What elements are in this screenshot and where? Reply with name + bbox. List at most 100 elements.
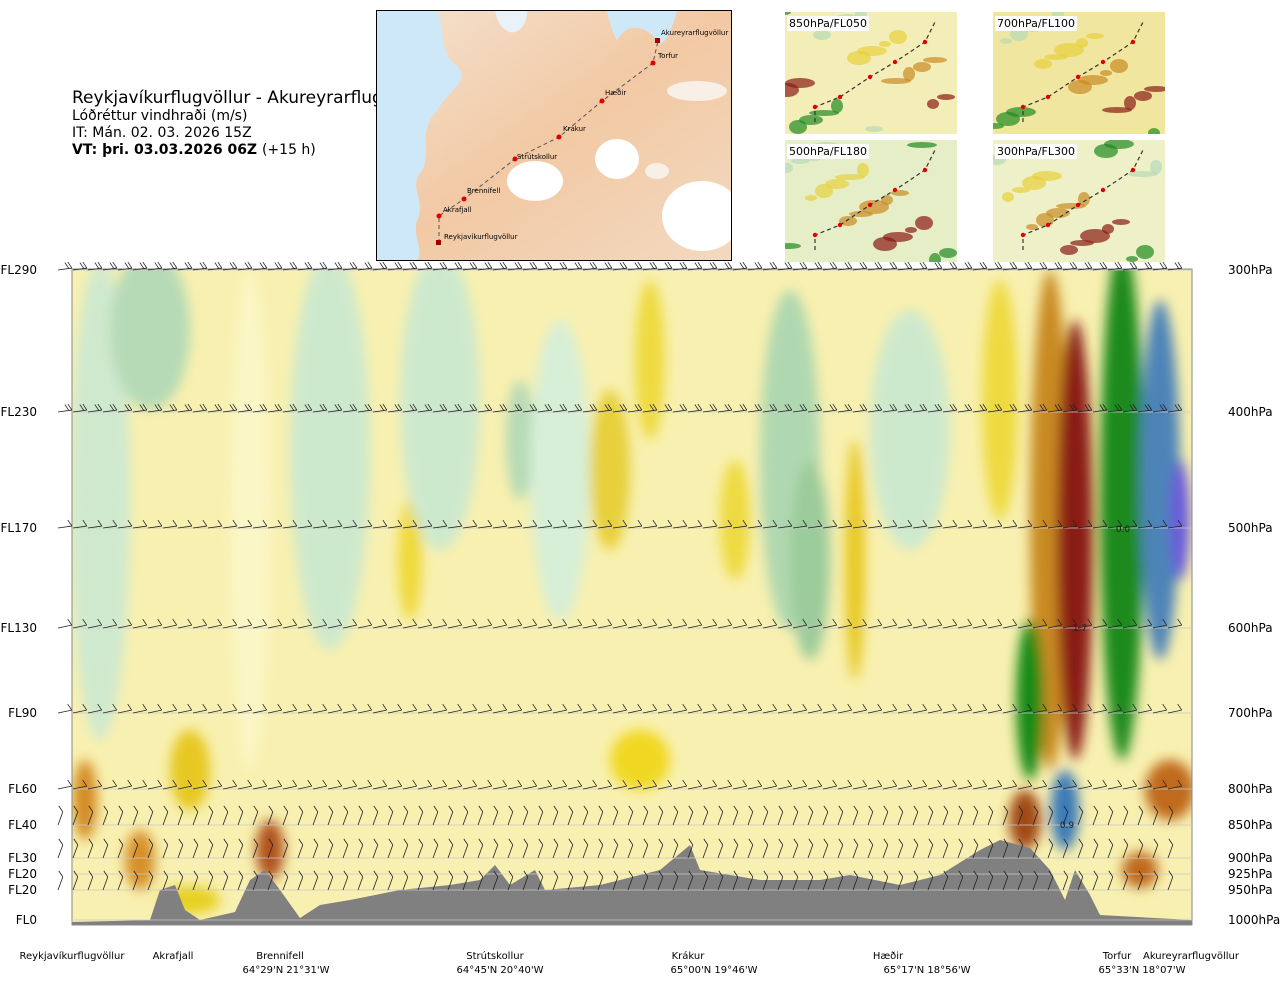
wind-barb [147, 618, 163, 629]
wind-barb [717, 870, 724, 891]
field-blob [110, 269, 190, 410]
wind-barb [567, 838, 574, 859]
wind-barb [612, 703, 628, 714]
inset-blob [1110, 59, 1128, 73]
wind-barb [1167, 779, 1183, 790]
wind-barb [282, 403, 298, 413]
wind-barb [117, 870, 124, 891]
y-right-label: 925hPa [1228, 867, 1273, 881]
wind-barb [1077, 403, 1093, 413]
wind-barb [927, 838, 934, 859]
wind-barb [882, 703, 898, 714]
wind-barb [507, 805, 514, 826]
wind-barb [102, 779, 118, 790]
wind-barb [177, 779, 193, 790]
lead-time: (+15 h) [261, 142, 316, 158]
wind-barb [972, 805, 979, 826]
wind-barb [807, 779, 823, 790]
wind-barb [597, 838, 604, 859]
wind-barb [267, 870, 274, 891]
wind-barb [222, 618, 238, 629]
wind-barb [372, 870, 379, 891]
x-coord-label: 65°00'N 19°46'W [671, 965, 758, 976]
wind-barb [1032, 519, 1048, 529]
wind-barb [657, 779, 673, 790]
wind-barb [582, 703, 598, 714]
field-blob [1140, 300, 1180, 660]
wind-barb [912, 779, 928, 790]
inset-blob [1126, 256, 1138, 262]
wind-barb [282, 261, 298, 271]
wind-barb [1017, 870, 1024, 891]
wind-barb [777, 805, 784, 826]
wind-barb [357, 519, 373, 529]
wind-barb [372, 519, 388, 529]
wind-barb [822, 519, 838, 529]
wind-barb [342, 870, 349, 891]
wind-barb [822, 403, 838, 413]
wind-barb [732, 703, 748, 714]
wind-barb [717, 618, 733, 629]
wind-barb [762, 618, 778, 629]
wind-barb [552, 703, 568, 714]
wind-barb [642, 779, 658, 790]
y-right-label: 400hPa [1228, 405, 1273, 419]
inset-blob [813, 30, 831, 40]
field-blob [398, 500, 422, 620]
wind-barb [897, 519, 913, 529]
inset-station [1130, 167, 1136, 173]
y-left-label: FL90 [8, 706, 37, 720]
wind-barb [1137, 519, 1153, 529]
wind-barb [102, 261, 118, 271]
wind-barb [897, 618, 913, 629]
wind-barb [777, 703, 793, 714]
wind-barb [837, 703, 853, 714]
inset-blob [929, 253, 941, 262]
field-blob [530, 320, 590, 620]
inset-blob [1136, 245, 1154, 259]
wind-barb [1032, 838, 1039, 859]
wind-barb [72, 519, 88, 529]
wind-barb [357, 838, 364, 859]
wind-barb [447, 870, 454, 891]
wind-barb [162, 403, 178, 413]
wind-barb [732, 403, 748, 413]
wind-barb [402, 805, 409, 826]
wind-barb [282, 519, 298, 529]
wind-barb [447, 618, 463, 629]
wind-barb [657, 519, 673, 529]
wind-barb [657, 403, 673, 413]
wind-barb [462, 870, 469, 891]
wind-barb [897, 870, 904, 891]
wind-barb [867, 703, 883, 714]
wind-barb [717, 519, 733, 529]
wind-barb [627, 870, 634, 891]
wind-barb [477, 618, 493, 629]
wind-barb [687, 870, 694, 891]
wind-barb [312, 805, 319, 826]
wind-barb [192, 403, 208, 413]
wind-barb [462, 618, 478, 629]
wind-barb [402, 261, 418, 271]
wind-barb [417, 519, 433, 529]
inset-station [1100, 187, 1106, 193]
wind-barb [1152, 838, 1159, 859]
wind-barb [87, 618, 103, 629]
wind-barb [57, 403, 73, 413]
wind-barb [72, 618, 88, 629]
wind-barb [612, 403, 628, 413]
wind-barb [147, 779, 163, 790]
wind-barb [987, 403, 1003, 413]
wind-barb [462, 703, 478, 714]
wind-barb [792, 870, 799, 891]
inset-label: 500hPa/FL180 [787, 144, 870, 159]
wind-barb [402, 703, 418, 714]
contour-label: 0.9 [1060, 821, 1075, 831]
wind-barb [1062, 261, 1078, 271]
wind-barb [1032, 870, 1039, 891]
wind-barb [387, 618, 403, 629]
wind-barb [582, 618, 598, 629]
wind-barb [1047, 261, 1063, 271]
wind-barb [1032, 805, 1039, 826]
